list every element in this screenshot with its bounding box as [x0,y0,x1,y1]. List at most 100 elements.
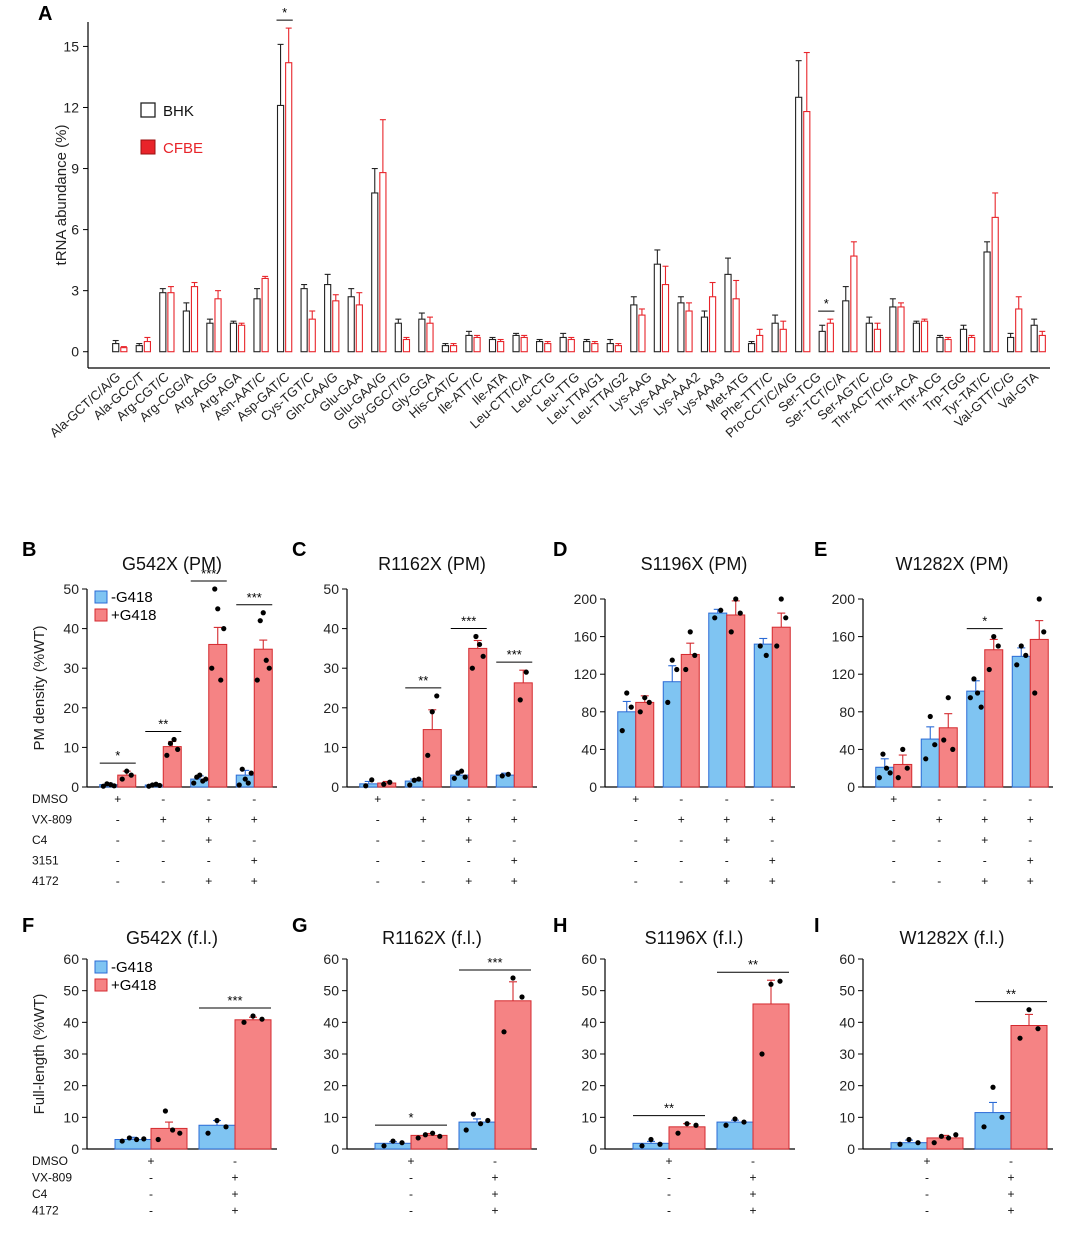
panel-label-d: D [553,539,567,561]
condition-value: + [231,1204,238,1218]
condition-value: - [467,854,471,868]
condition-value: - [207,854,211,868]
condition-label: VX-809 [32,1171,72,1185]
bar-plus-g418 [635,701,655,788]
condition-value: - [634,833,638,847]
bar-bhk [465,334,473,353]
data-point [141,1136,147,1142]
data-point [932,742,938,748]
data-point [263,657,269,663]
panel-title: W1282X (PM) [895,554,1008,574]
data-point [429,709,435,715]
y-tick-label: 0 [331,779,339,795]
y-tick-label: 30 [839,1046,855,1062]
data-point [923,756,929,762]
y-tick-label: 10 [839,1109,855,1125]
panel-title: S1196X (PM) [641,554,748,574]
bar-cfbe [756,334,764,353]
bar-bhk [394,322,402,353]
bar-cfbe [944,338,952,353]
bar-bhk [865,322,873,353]
y-tick-label: 50 [63,983,79,999]
bar-cfbe [308,318,316,353]
legend-swatch-cfbe [140,139,156,155]
y-tick-label: 30 [323,660,339,676]
legend-label-minus-g418: -G418 [111,959,153,976]
condition-value: + [749,1171,756,1185]
data-point [953,1132,959,1138]
panel-label-i: I [814,915,820,937]
data-point [407,782,413,788]
significance-label: *** [487,955,502,970]
bar-bhk [630,304,638,353]
bar-cfbe [991,216,999,353]
data-point [684,1121,690,1127]
y-tick-label: 0 [589,779,597,795]
bar-cfbe [661,284,670,353]
panel-i: I W1282X (f.l.) 0 10 20 30 40 50 60 ** + - - + - + - + [814,915,1053,1218]
bar-bhk [1030,324,1038,353]
panel-label-h: H [553,915,567,937]
data-point [369,777,375,783]
y-tick-label: 160 [574,629,598,645]
data-point [167,740,174,747]
data-point [499,773,505,779]
significance-label: *** [507,647,522,662]
y-tick-label: 0 [847,1141,855,1157]
data-point [523,669,529,675]
bar-bhk [912,322,921,353]
significance-label: ** [158,716,168,731]
bar-bhk [536,340,544,353]
condition-value: - [925,1187,929,1201]
data-point [519,994,525,1000]
data-point [505,771,511,777]
bar-bhk [229,322,238,353]
y-tick-label: 200 [574,591,598,607]
data-point [1026,1007,1032,1013]
bar-minus-g418 [890,1142,928,1150]
bar-plus-g418 [162,746,182,788]
data-point [458,768,465,774]
data-point [212,586,218,592]
data-point [876,775,882,781]
data-point [209,665,215,671]
y-tick-label: 0 [847,779,855,795]
bar-plus-g418 [1029,638,1049,788]
legend-swatch-bhk [140,102,156,118]
panel-title: W1282X (f.l.) [899,928,1004,948]
bar-minus-g418 [1011,655,1031,788]
data-point [990,1084,996,1090]
data-point [619,728,625,734]
bar-bhk [653,263,661,353]
y-tick-label: 10 [63,739,79,755]
condition-value: + [981,874,988,888]
bar-plus-g418 [513,682,533,788]
condition-value: - [751,1154,755,1168]
data-point [946,1135,952,1141]
y-tick-label: 20 [63,1078,79,1094]
condition-value: - [1028,833,1032,847]
condition-value: - [1028,792,1032,806]
condition-value: + [749,1187,756,1201]
bar-cfbe [426,322,434,353]
data-point [241,1019,247,1025]
data-point [250,1013,256,1019]
bar-cfbe [920,320,929,353]
data-point [991,634,997,640]
condition-value: + [205,813,212,827]
condition-value: - [116,874,120,888]
y-tick-label: 10 [323,739,339,755]
data-point [119,1138,125,1144]
bar-bhk [206,322,214,353]
data-point [517,697,523,703]
condition-value: - [512,833,516,847]
condition-label: 4172 [32,1204,59,1218]
data-point [218,677,224,683]
y-tick-label: 40 [63,621,79,637]
condition-value: - [634,874,638,888]
data-point [974,690,981,696]
bar-bhk [936,336,944,353]
data-point [723,1122,729,1128]
bar-minus-g418 [753,643,773,788]
significance-label: ** [748,957,758,972]
